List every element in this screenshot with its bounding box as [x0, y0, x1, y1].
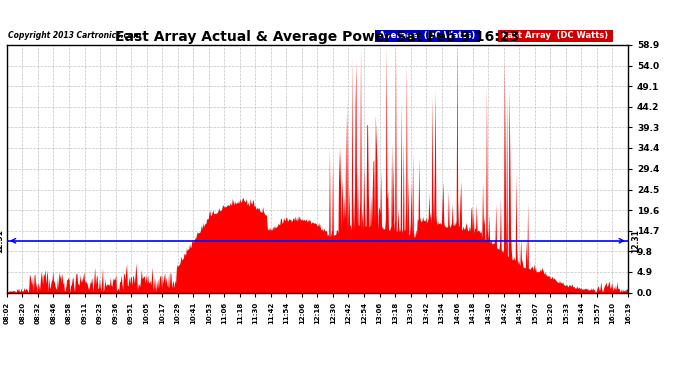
Text: Copyright 2013 Cartronics.com: Copyright 2013 Cartronics.com	[8, 32, 141, 40]
Text: 12.31: 12.31	[0, 229, 4, 253]
Text: East Array  (DC Watts): East Array (DC Watts)	[500, 32, 611, 40]
Title: East Array Actual & Average Power Sat Feb 9 16:23: East Array Actual & Average Power Sat Fe…	[115, 30, 520, 44]
Text: Average  (DC Watts): Average (DC Watts)	[377, 32, 479, 40]
Text: 12.31: 12.31	[631, 229, 640, 253]
